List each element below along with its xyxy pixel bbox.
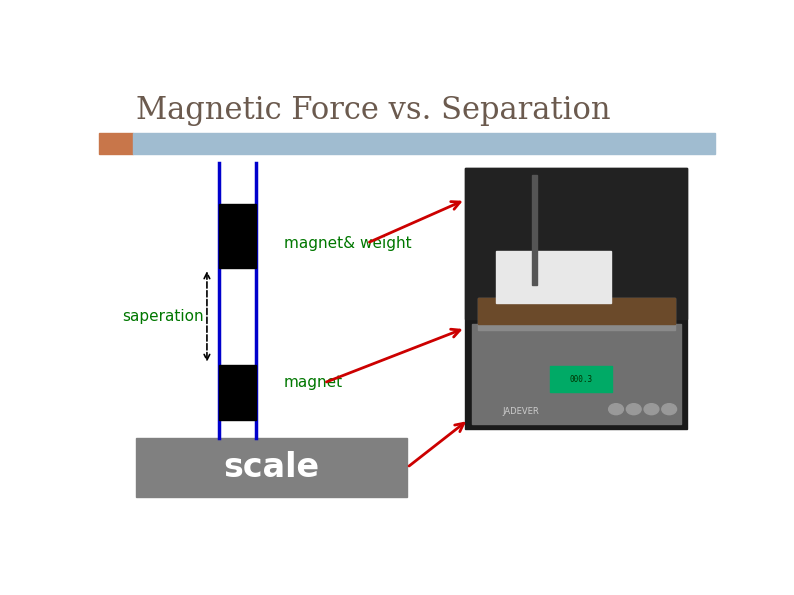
Bar	[549, 366, 611, 392]
Bar	[465, 168, 687, 429]
Bar	[472, 324, 680, 424]
Circle shape	[644, 403, 659, 415]
Bar	[478, 298, 675, 330]
Bar	[478, 298, 675, 324]
Text: Magnetic Force vs. Separation: Magnetic Force vs. Separation	[137, 95, 611, 126]
Text: saperation: saperation	[122, 309, 204, 324]
Bar	[465, 168, 687, 319]
Bar	[133, 133, 715, 154]
Text: magnet: magnet	[284, 375, 343, 390]
Circle shape	[626, 403, 641, 415]
Bar	[219, 204, 256, 268]
Bar	[137, 438, 407, 497]
Text: magnet& weight: magnet& weight	[284, 236, 411, 250]
Circle shape	[662, 403, 676, 415]
Bar	[496, 251, 611, 303]
Text: JADEVER: JADEVER	[503, 408, 539, 416]
Text: scale: scale	[223, 451, 320, 484]
Bar	[99, 133, 133, 154]
Bar	[219, 365, 256, 419]
Circle shape	[609, 403, 623, 415]
Text: 000.3: 000.3	[569, 375, 592, 384]
Bar	[532, 176, 537, 285]
